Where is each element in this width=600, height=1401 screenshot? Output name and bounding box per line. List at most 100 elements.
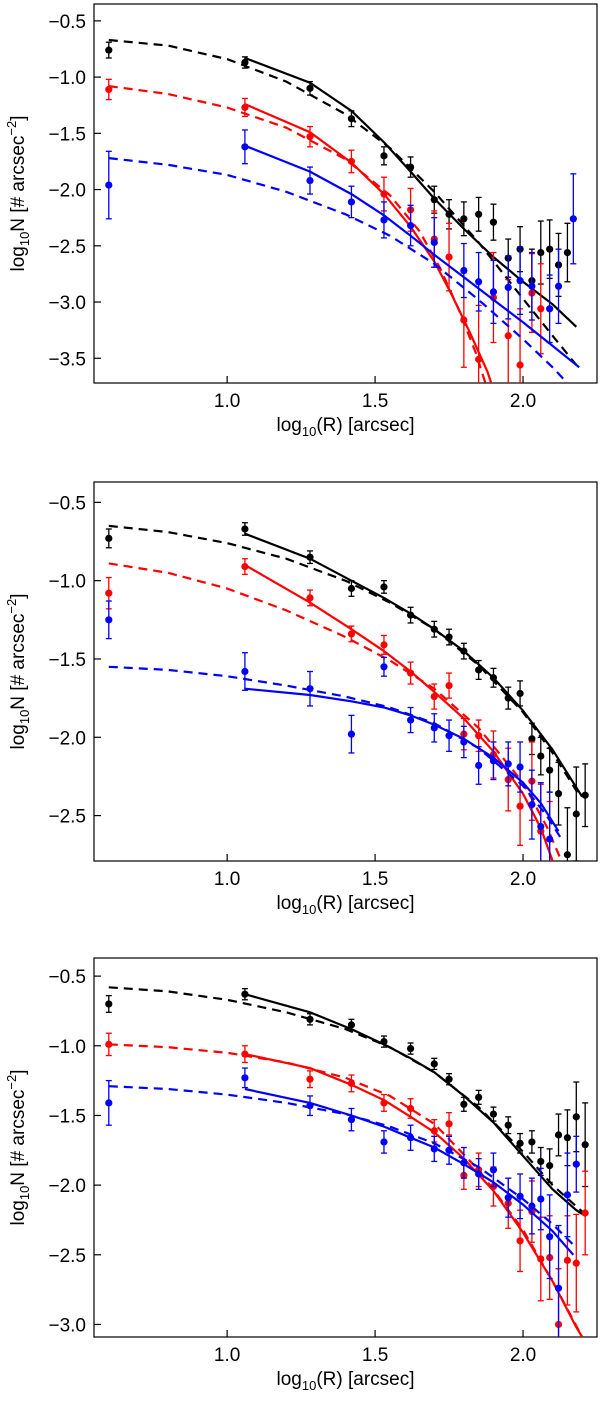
data-point — [537, 752, 545, 760]
data-point — [406, 1134, 415, 1142]
data-point — [445, 633, 453, 641]
data-point — [528, 1202, 536, 1210]
data-point — [504, 694, 512, 702]
data-point — [516, 689, 524, 698]
plot-frame — [93, 3, 598, 384]
y-tick-label: −1.5 — [48, 124, 86, 145]
data-point — [306, 1075, 314, 1083]
data-point — [347, 1116, 356, 1124]
y-tick-label: −0.5 — [48, 967, 86, 988]
data-point — [489, 757, 498, 765]
plot-area — [105, 38, 580, 383]
y-tick-label: −2.5 — [48, 237, 86, 258]
data-point — [516, 802, 524, 810]
data-point — [430, 238, 438, 247]
model-solid-blue — [244, 687, 560, 832]
data-point — [475, 355, 483, 363]
data-point — [241, 1050, 249, 1058]
data-point — [546, 835, 554, 843]
x-tick-label: 2.0 — [510, 1345, 536, 1366]
data-point — [347, 730, 356, 738]
data-point — [546, 1233, 554, 1241]
data-point — [406, 1044, 415, 1053]
x-tick-label: 2.0 — [510, 869, 536, 890]
data-point — [547, 860, 552, 861]
data-point — [563, 248, 572, 257]
data-point — [105, 1040, 113, 1048]
data-point — [347, 630, 356, 638]
data-point — [347, 157, 356, 166]
series-red — [105, 78, 545, 383]
data-point — [504, 1121, 512, 1129]
y-tick-label: −2.5 — [48, 1246, 86, 1267]
data-point — [537, 248, 545, 257]
data-point — [460, 1159, 468, 1167]
model-dashed-red — [108, 85, 487, 383]
data-point — [380, 1099, 388, 1107]
data-point — [430, 625, 438, 633]
data-point — [105, 181, 113, 189]
data-point — [528, 801, 536, 809]
panel-1: 1.0 1.5 2.0 −0.5 −1.0 −1.5 −2.0 −2.5 −3.0 −3.5 log… — [4, 3, 598, 439]
y-tick-label: −3.0 — [48, 293, 86, 314]
model-dashed-blue — [108, 665, 563, 840]
data-point — [430, 1145, 438, 1153]
y-tick-label: −1.0 — [48, 68, 86, 89]
data-point — [380, 1038, 388, 1046]
data-point — [546, 1162, 554, 1170]
data-point — [537, 1157, 545, 1166]
data-point — [406, 221, 415, 230]
data-point — [380, 152, 388, 160]
data-point — [475, 1093, 483, 1101]
data-point — [445, 1075, 453, 1083]
data-point — [516, 763, 524, 771]
data-point — [380, 641, 388, 649]
series-red — [105, 1032, 589, 1337]
data-point — [380, 583, 388, 591]
data-point — [380, 1138, 388, 1146]
y-tick-label: −0.5 — [48, 493, 86, 514]
model-dashed-blue — [108, 157, 569, 383]
data-point — [445, 1120, 453, 1128]
data-point — [554, 1284, 563, 1292]
data-point — [406, 669, 415, 677]
x-tick-label: 1.5 — [362, 869, 388, 890]
plot-frame — [93, 481, 598, 862]
series-blue — [105, 1067, 580, 1337]
data-point — [572, 1160, 580, 1168]
data-point — [475, 1170, 483, 1178]
data-point — [546, 245, 554, 253]
data-point — [241, 103, 249, 112]
data-point — [475, 761, 483, 770]
data-point — [528, 1138, 536, 1146]
plot-frame — [93, 957, 598, 1338]
y-tick-label: −0.5 — [48, 12, 86, 33]
series-blue — [105, 129, 580, 383]
data-point — [445, 210, 453, 218]
data-point — [546, 305, 554, 313]
data-point — [406, 163, 415, 171]
data-point — [430, 692, 438, 701]
y-tick-label: −3.5 — [48, 349, 86, 370]
data-point — [516, 277, 524, 285]
data-point — [306, 1015, 314, 1023]
x-tick-label: 1.5 — [362, 391, 388, 412]
data-point — [546, 766, 554, 774]
data-point — [105, 589, 113, 597]
data-point — [241, 58, 249, 67]
data-point — [105, 1000, 113, 1008]
x-tick-label: 1.0 — [214, 1345, 240, 1366]
data-point — [306, 594, 314, 602]
data-point — [563, 1191, 572, 1199]
data-point — [406, 716, 415, 724]
data-point — [430, 1127, 438, 1135]
model-solid-blue — [244, 144, 580, 369]
data-point — [347, 584, 356, 593]
data-point — [445, 1146, 453, 1154]
data-point — [569, 215, 577, 223]
plot-area — [105, 522, 589, 861]
x-axis-label: log10(R) [arcsec] — [276, 415, 414, 439]
data-point — [572, 1113, 580, 1121]
data-point — [105, 616, 113, 624]
